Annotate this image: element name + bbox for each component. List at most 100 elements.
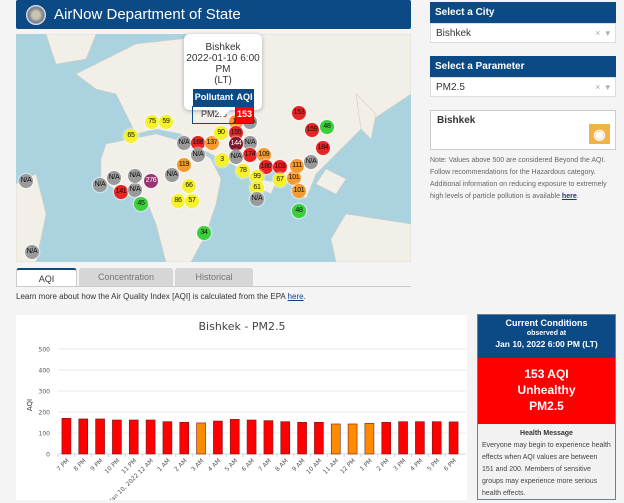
chevron-down-icon[interactable]: ▾ [605, 28, 610, 38]
map-marker[interactable]: 119 [177, 158, 191, 172]
bar[interactable] [229, 419, 240, 455]
map-marker[interactable]: 109 [257, 148, 271, 162]
chevron-down-icon[interactable]: ▾ [605, 82, 610, 92]
map-marker[interactable]: 153 [292, 106, 306, 120]
map-marker[interactable]: 90 [214, 126, 228, 140]
tab-concentration[interactable]: Concentration [79, 268, 173, 287]
bar[interactable] [314, 421, 324, 455]
map-marker[interactable]: 48 [292, 204, 306, 218]
city-info-box: Bishkek ◉ [430, 110, 616, 150]
aqi-chart: Bishkek - PM2.5 AQI 0 100 200 300 400 500 7 PM… [16, 315, 467, 503]
map-marker[interactable]: 276 [144, 174, 158, 188]
map-marker[interactable]: 101 [287, 171, 301, 185]
map-marker[interactable]: N/A [25, 245, 39, 259]
map-marker[interactable]: 66 [182, 179, 196, 193]
bar[interactable] [213, 420, 223, 455]
bar[interactable] [398, 421, 408, 455]
clear-icon[interactable]: × [595, 82, 601, 92]
map-marker[interactable]: N/A [177, 136, 191, 150]
city-name: Bishkek [437, 115, 476, 126]
bar[interactable] [162, 421, 173, 455]
map-marker[interactable]: 144 [229, 137, 243, 151]
map-marker[interactable]: N/A [107, 171, 121, 185]
map-marker[interactable]: 103 [273, 160, 287, 174]
map-marker[interactable]: 101 [292, 184, 306, 198]
map-marker[interactable]: 86 [171, 194, 185, 208]
map-marker[interactable]: 168 [191, 136, 205, 150]
popup-col-pollutant: Pollutant [192, 89, 236, 106]
x-tick-label: 2 AM [173, 457, 189, 473]
map-marker[interactable]: 67 [273, 173, 287, 187]
bar[interactable] [61, 418, 72, 455]
current-conditions-panel: Current Conditions observed at Jan 10, 2… [477, 314, 616, 500]
y-tick-label: 100 [39, 431, 51, 438]
note-link[interactable]: here [561, 193, 577, 200]
map-marker[interactable]: 61 [250, 181, 264, 195]
x-tick-label: 7 AM [257, 457, 273, 473]
map-marker[interactable]: N/A [93, 178, 107, 192]
bar[interactable] [330, 423, 341, 455]
bar[interactable] [179, 421, 190, 455]
y-axis-label: AQI [26, 399, 34, 411]
map-marker[interactable]: 137 [205, 136, 219, 150]
parameter-select[interactable]: PM2.5 × ▾ [430, 77, 616, 97]
bar[interactable] [145, 419, 156, 455]
bar[interactable] [196, 422, 206, 455]
bar[interactable] [364, 423, 375, 455]
bar[interactable] [112, 419, 122, 455]
map-marker[interactable]: N/A [229, 150, 243, 164]
y-tick-label: 400 [39, 368, 51, 375]
map-marker[interactable]: N/A [128, 183, 142, 197]
x-tick-label: 8 PM [72, 457, 87, 472]
map-marker[interactable]: N/A [165, 168, 179, 182]
map-marker[interactable]: 45 [134, 197, 148, 211]
map-marker[interactable]: N/A [19, 174, 33, 188]
map-marker[interactable]: 111 [290, 159, 304, 173]
map-marker[interactable]: 34 [197, 226, 211, 240]
map-marker[interactable]: 78 [236, 164, 250, 178]
map-marker[interactable]: 3 [215, 153, 229, 167]
bar[interactable] [78, 418, 89, 455]
map-marker[interactable]: 65 [124, 129, 138, 143]
map-marker[interactable]: N/A [191, 148, 205, 162]
map-marker[interactable]: 48 [320, 120, 334, 134]
bar[interactable] [381, 421, 392, 455]
bar[interactable] [415, 421, 425, 455]
map-marker[interactable]: 155 [229, 126, 243, 140]
map-marker[interactable]: 159 [305, 123, 319, 137]
map-marker[interactable]: 59 [159, 115, 173, 129]
bar[interactable] [280, 421, 291, 455]
map-marker[interactable]: 75 [145, 115, 159, 129]
bar[interactable] [431, 421, 442, 455]
x-tick-label: 5 AM [224, 457, 240, 473]
bar[interactable] [347, 423, 358, 455]
city-select-header: Select a City [430, 2, 616, 23]
x-tick-label: 1 PM [359, 457, 374, 472]
map-marker[interactable]: N/A [250, 192, 264, 206]
tab-aqi[interactable]: AQI [16, 268, 77, 287]
current-category: Unhealthy [517, 383, 576, 397]
map-marker[interactable]: 141 [114, 185, 128, 199]
learn-link[interactable]: here [287, 292, 304, 301]
bar[interactable] [297, 421, 307, 455]
bar[interactable] [263, 420, 274, 455]
map-marker[interactable]: 174 [243, 148, 257, 162]
map-marker[interactable]: 180 [259, 160, 273, 174]
clear-icon[interactable]: × [595, 28, 601, 38]
popup-table: Pollutant AQI PM2.5 153 [191, 89, 254, 124]
bar[interactable] [128, 419, 139, 455]
bar[interactable] [95, 418, 105, 455]
city-select[interactable]: Bishkek × ▾ [430, 23, 616, 43]
aqi-note: Note: Values above 500 are considered Be… [430, 155, 620, 203]
rss-feed-icon[interactable]: ◉ [589, 124, 610, 144]
map-marker[interactable]: 184 [316, 141, 330, 155]
map-marker[interactable]: N/A [304, 155, 318, 169]
bar[interactable] [448, 421, 459, 455]
tab-historical[interactable]: Historical [175, 268, 253, 287]
map-marker[interactable]: N/A [243, 136, 257, 150]
bar[interactable] [246, 419, 257, 455]
map-marker[interactable]: 57 [185, 194, 199, 208]
map-marker[interactable]: N/A [128, 169, 142, 183]
map-marker[interactable]: 99 [250, 170, 264, 184]
health-message-title: Health Message [520, 430, 573, 437]
